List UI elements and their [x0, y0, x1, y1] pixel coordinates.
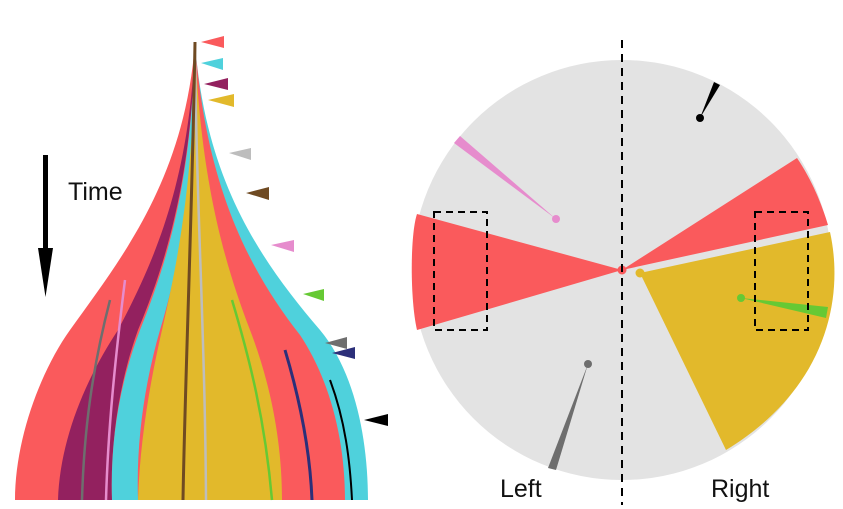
highlight-box-left	[433, 211, 488, 331]
dot-pink	[552, 215, 560, 223]
left-label: Left	[500, 475, 542, 503]
dot-black	[696, 114, 704, 122]
spike-black	[700, 82, 720, 118]
marker-red	[201, 36, 224, 48]
wedge-red-right	[622, 158, 828, 270]
marker-black	[364, 414, 388, 426]
spike-green	[741, 298, 828, 318]
stream-thread-black	[329, 379, 353, 501]
stream-band-cyan-inner	[111, 42, 195, 500]
time-arrow: Time	[38, 155, 123, 297]
marker-green	[303, 289, 324, 301]
marker-navy	[332, 347, 355, 359]
highlight-box-right	[754, 211, 809, 331]
marker-gray	[229, 148, 251, 160]
dot-dark-gray	[584, 360, 592, 368]
time-arrow-shaft	[43, 155, 48, 270]
circle-diagram: Left Right	[411, 40, 835, 505]
marker-purple	[204, 78, 228, 90]
dot-gold	[635, 268, 645, 278]
time-label: Time	[68, 178, 123, 206]
wedge-red-left	[411, 214, 622, 330]
marker-dark-gray	[325, 337, 347, 349]
time-arrow-head	[38, 248, 53, 297]
stream-tree	[15, 41, 368, 501]
marker-gold	[208, 94, 234, 107]
marker-pink	[271, 240, 294, 252]
right-label: Right	[711, 475, 769, 503]
spike-pink	[454, 136, 556, 219]
spike-dark-gray	[548, 364, 588, 470]
stream-thread-green	[230, 299, 274, 501]
stream-thread-brown	[181, 41, 197, 501]
marker-cyan	[201, 58, 223, 70]
marker-brown	[246, 187, 269, 200]
dot-green	[737, 294, 745, 302]
stream-band-gold	[138, 42, 282, 500]
stream-thread-dark-gray	[80, 299, 112, 501]
stream-thread-navy	[283, 349, 314, 501]
stream-thread-gray	[193, 41, 208, 501]
leaf-markers	[201, 36, 388, 426]
stream-thread-pink	[104, 279, 127, 501]
wedge-gold	[640, 232, 835, 450]
